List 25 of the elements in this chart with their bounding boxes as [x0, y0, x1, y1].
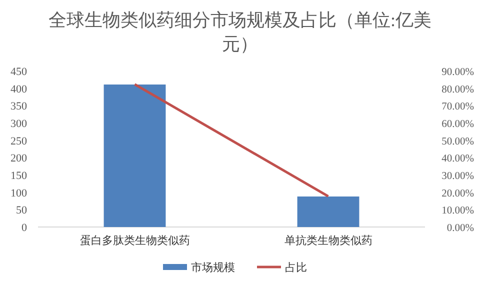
y-tick-label: 200 [10, 152, 28, 165]
y-tick-label: 400 [10, 83, 28, 96]
y2-tick-label: 50.00% [442, 136, 474, 148]
y2-tick-label: 70.00% [442, 102, 474, 113]
y2-tick-label: 30.00% [442, 171, 474, 182]
y-tick-label: 450 [10, 66, 28, 78]
y-tick-label: 300 [10, 118, 28, 130]
y2-tick-label: 40.00% [442, 154, 474, 165]
legend-label: 占比 [285, 261, 307, 274]
y2-tick-label: 90.00% [442, 67, 474, 78]
y2-tick-label: 20.00% [442, 188, 474, 200]
y-tick-label: 350 [10, 100, 28, 113]
y-tick-label: 150 [10, 170, 28, 182]
y2-tick-label: 10.00% [442, 206, 474, 217]
y-tick-label: 50 [16, 204, 28, 217]
y2-tick-label: 80.00% [442, 84, 474, 96]
title: 全球生物类似药细分市场规模及占比（单位:亿美元） [48, 10, 432, 54]
y-tick-label: 100 [10, 187, 28, 200]
y2-tick-label: 0.00% [446, 223, 474, 234]
x-tick-label: 单抗类生物类似药 [284, 234, 372, 247]
legend-label: 市场规模 [191, 261, 235, 274]
x-tick-label: 蛋白多肽类生物类似药 [80, 234, 190, 247]
y2-tick-label: 60.00% [442, 119, 474, 130]
y-tick-label: 250 [10, 135, 28, 148]
y-tick-label: 0 [22, 222, 28, 234]
